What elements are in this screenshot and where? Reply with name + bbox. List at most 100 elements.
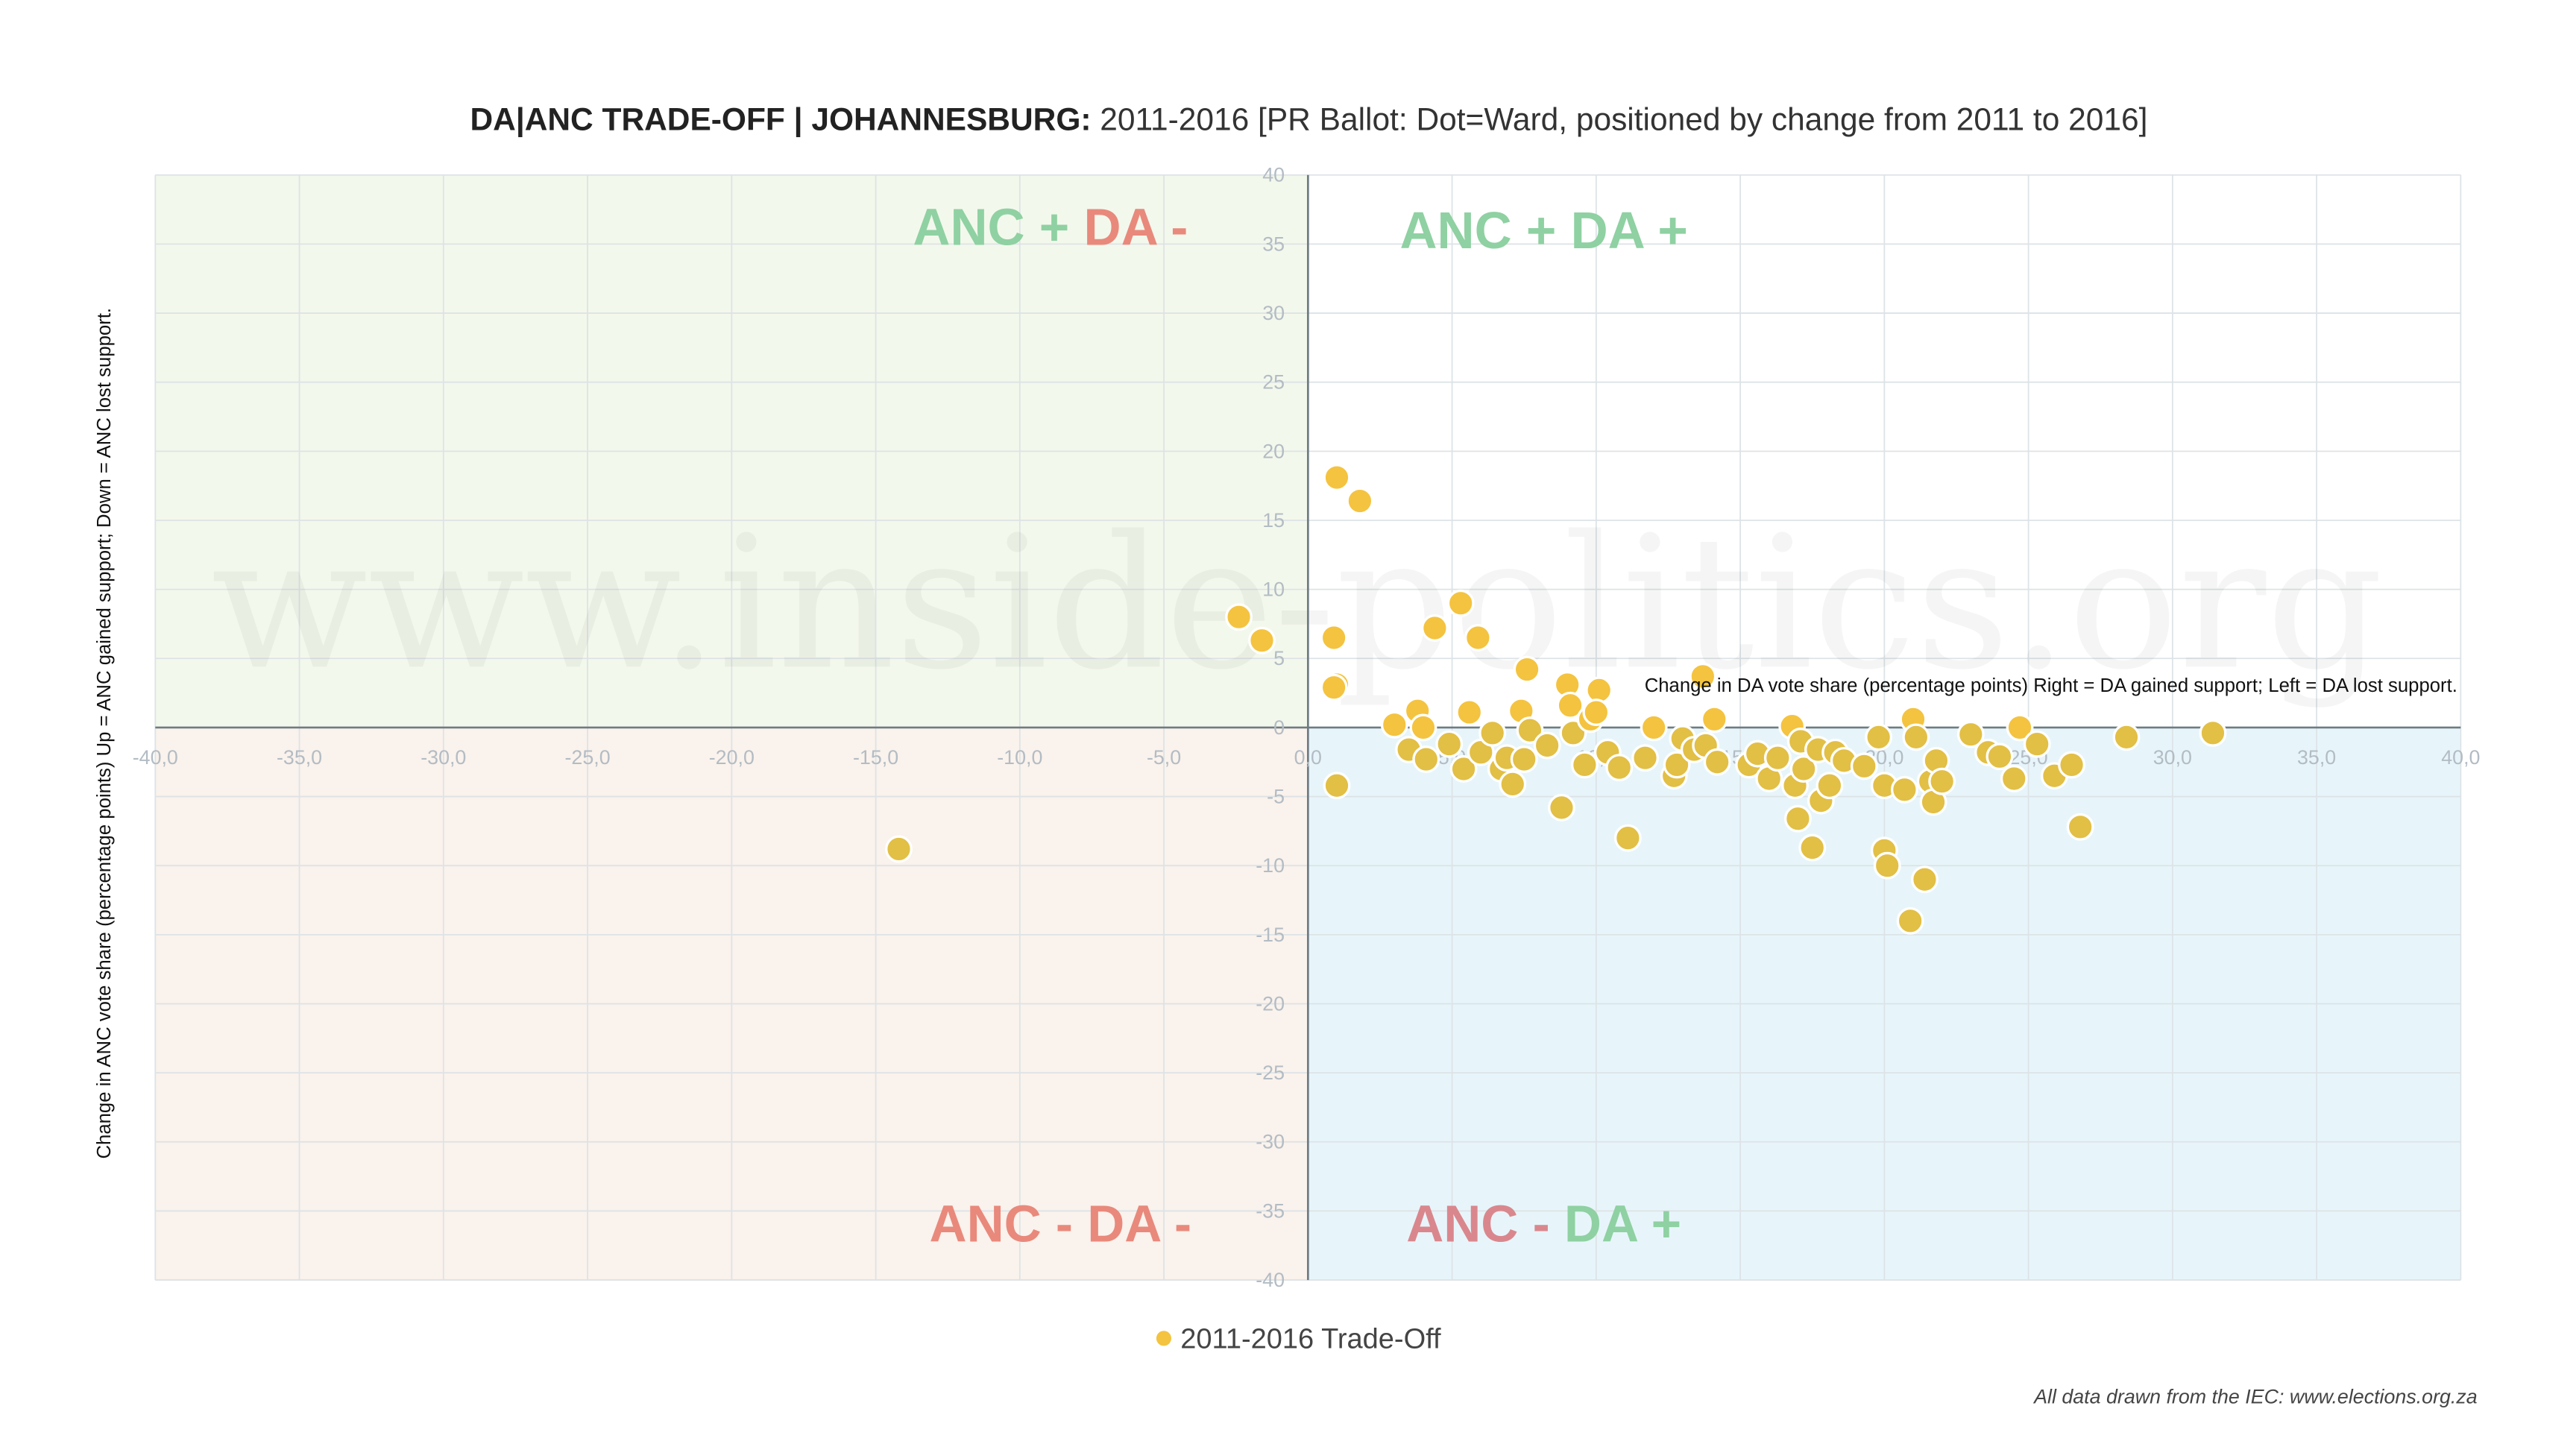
data-point [1789, 755, 1818, 783]
data-point [1582, 698, 1610, 726]
data-point [1449, 755, 1478, 783]
data-point [1499, 770, 1527, 798]
data-point [1570, 751, 1599, 779]
data-point [1689, 662, 1717, 690]
data-point [1510, 745, 1538, 773]
y-tick-label: -35 [1256, 1199, 1285, 1222]
y-tick-label: 5 [1273, 647, 1285, 669]
data-point [2006, 713, 2034, 742]
x-tick-label: -40,0 [133, 746, 178, 769]
data-point [1896, 906, 1924, 935]
data-point [1556, 691, 1584, 719]
data-point [1323, 464, 1351, 491]
data-point [2058, 751, 2086, 779]
y-tick-label: 15 [1262, 509, 1285, 532]
quadrant-label-bottom-right: ANC - DA + [1406, 1195, 1681, 1253]
data-point [1902, 723, 1930, 751]
axes [155, 174, 2461, 1281]
x-tick-label: -25,0 [564, 746, 610, 769]
data-point [2066, 813, 2094, 841]
x-tick-label: 0,0 [1294, 746, 1322, 769]
data-point [1435, 730, 1464, 758]
x-axis-title: Change in DA vote share (percentage poin… [1645, 675, 2457, 696]
x-tick-label: -20,0 [709, 746, 755, 769]
data-point [1548, 793, 1575, 821]
data-point [1865, 723, 1893, 751]
y-tick-label: 0 [1273, 716, 1285, 739]
data-point [1605, 754, 1634, 782]
y-tick-label: -30 [1256, 1131, 1285, 1153]
data-point [1533, 731, 1561, 760]
y-tick-label: 35 [1262, 233, 1285, 255]
data-point [1985, 742, 2014, 771]
y-tick-label: -25 [1256, 1062, 1285, 1084]
legend-marker [1156, 1331, 1171, 1346]
data-point [1320, 673, 1348, 701]
data-point [1420, 614, 1449, 642]
y-tick-label: 25 [1262, 371, 1285, 394]
data-point [1890, 775, 1918, 804]
y-tick-label: -5 [1267, 786, 1285, 808]
data-point [2112, 723, 2141, 751]
x-tick-label: 35,0 [2297, 746, 2336, 769]
y-tick-label: 20 [1262, 440, 1285, 462]
y-tick-label: 40 [1262, 164, 1285, 186]
data-point [1763, 744, 1792, 772]
data-point [1380, 710, 1408, 739]
y-tick-label: -20 [1256, 992, 1285, 1015]
y-axis-title: Change in ANC vote share (percentage poi… [94, 308, 115, 1159]
legend-label: 2011-2016 Trade-Off [1180, 1324, 1441, 1355]
data-point [1703, 748, 1731, 776]
data-point [1320, 624, 1348, 652]
y-tick-label: -15 [1256, 924, 1285, 946]
quadrant-label-top-right: ANC + DA + [1400, 201, 1688, 259]
y-tick-labels: 40 35 30 25 20 15 10 5 0 -5 -10 -15 -20 -25 -30 -35 -40 [1256, 164, 1285, 1291]
data-point [1455, 698, 1484, 726]
data-point [1613, 824, 1642, 852]
x-tick-label: -35,0 [277, 746, 322, 769]
data-point [1631, 744, 1659, 772]
data-point [1446, 589, 1475, 617]
data-point [1478, 719, 1507, 747]
data-point [1956, 720, 1985, 748]
data-point [1783, 804, 1812, 833]
data-point [1873, 851, 1901, 880]
data-point [1911, 865, 1939, 894]
data-point [1816, 772, 1844, 800]
data-point [1928, 767, 1956, 795]
data-point [1346, 487, 1374, 515]
chart-title: DA|ANC TRADE-OFF | JOHANNESBURG: 2011-20… [470, 101, 2147, 137]
data-point [1700, 705, 1728, 734]
data-point [1516, 716, 1544, 745]
data-point [1409, 713, 1437, 742]
x-tick-label: -10,0 [997, 746, 1042, 769]
data-point [2023, 730, 2051, 758]
data-point [1225, 603, 1253, 631]
data-points [885, 464, 2227, 935]
data-point [1464, 624, 1492, 652]
data-point [1323, 772, 1351, 800]
y-tick-label: 30 [1262, 302, 1285, 324]
quadrant-label-bottom-left: ANC - DA - [930, 1195, 1192, 1253]
legend[interactable]: 2011-2016 Trade-Off [1156, 1324, 1441, 1355]
x-tick-label: 40,0 [2441, 746, 2480, 769]
footer-source: All data drawn from the IEC: www.electio… [2032, 1386, 2478, 1408]
data-point [1798, 833, 1827, 862]
x-tick-label: -30,0 [421, 746, 466, 769]
x-tick-label: -15,0 [853, 746, 898, 769]
y-tick-label: -40 [1256, 1269, 1285, 1291]
data-point [2199, 719, 2227, 747]
data-point [1513, 655, 1541, 684]
data-point [1412, 745, 1440, 773]
y-tick-label: -10 [1256, 854, 1285, 877]
data-point [1248, 626, 1276, 655]
x-tick-label: 30,0 [2153, 746, 2192, 769]
data-point [2000, 765, 2028, 792]
data-point [1850, 752, 1878, 780]
y-tick-label: 10 [1262, 578, 1285, 601]
data-point [1663, 751, 1691, 779]
quadrant-label-top-left: ANC + DA - [913, 198, 1188, 256]
data-point [885, 835, 913, 863]
x-tick-label: -5,0 [1147, 746, 1181, 769]
